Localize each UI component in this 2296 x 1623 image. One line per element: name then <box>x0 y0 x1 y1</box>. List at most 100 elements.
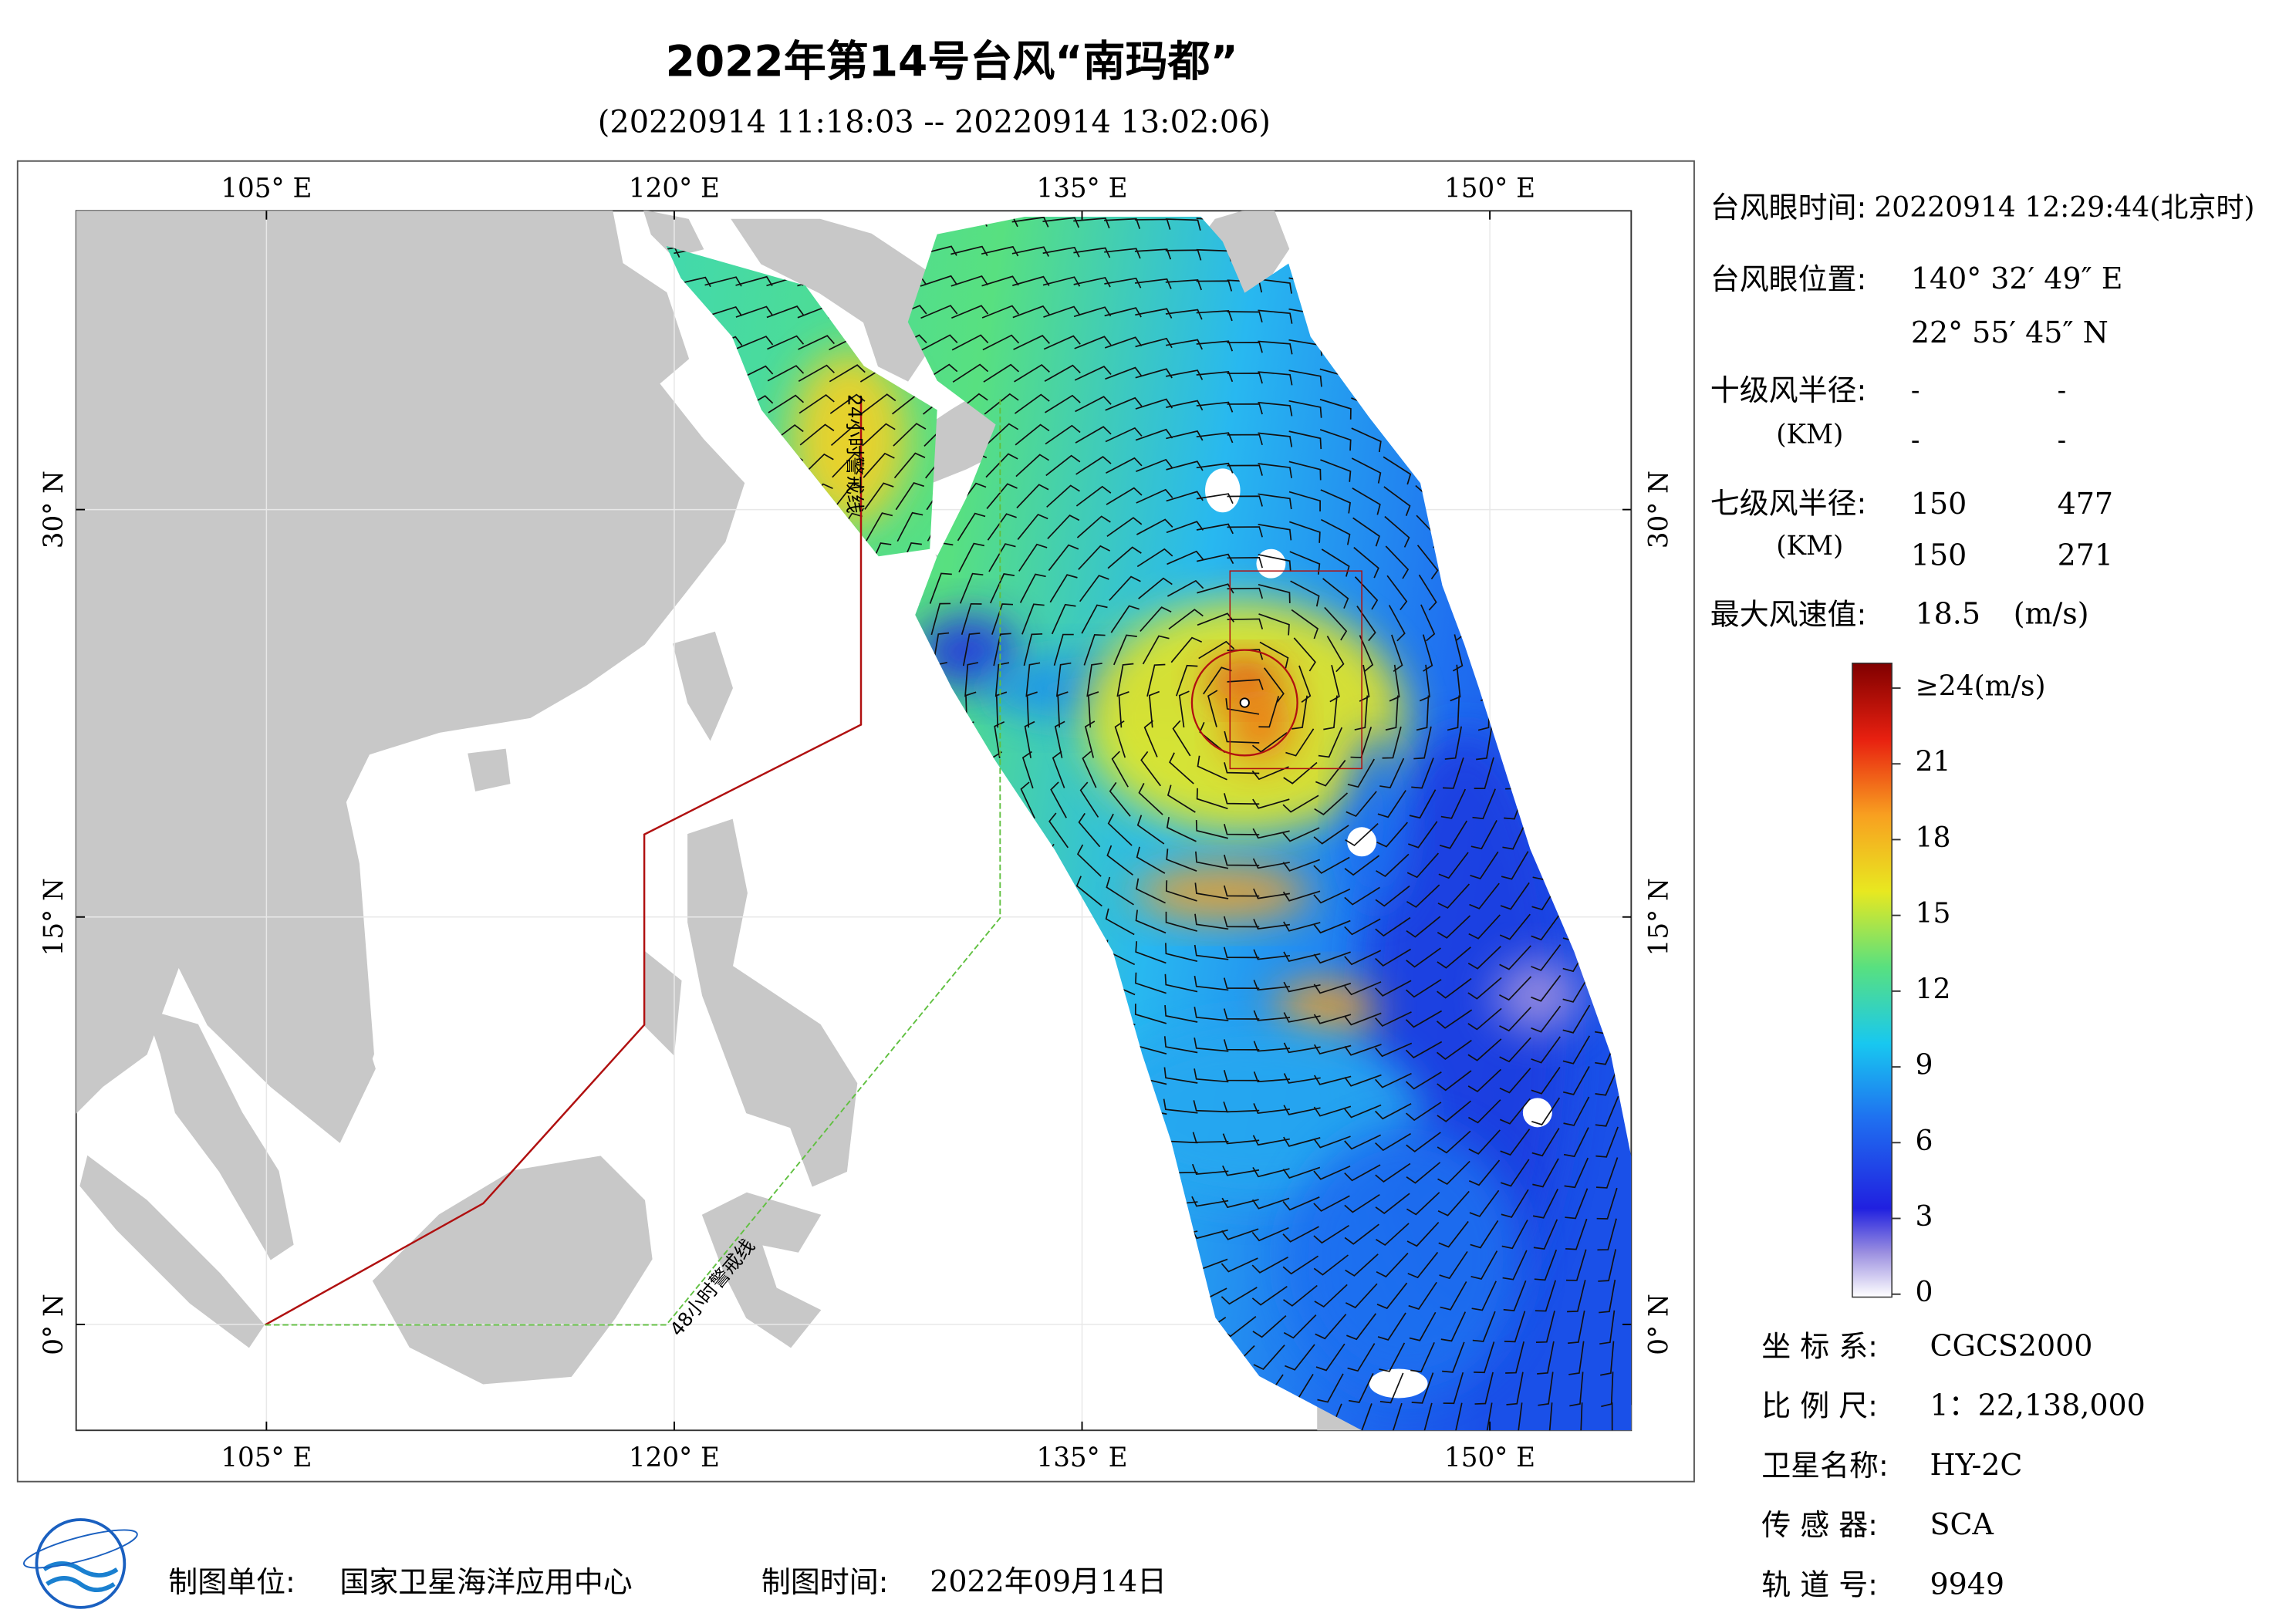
y-tick-label: 30° N <box>39 471 69 548</box>
wind-barb <box>1079 781 1099 818</box>
wind-barb <box>1282 859 1320 872</box>
wind-barb <box>1313 888 1351 904</box>
wind-barb <box>1503 1280 1527 1311</box>
wind-barb <box>959 572 984 604</box>
wind-barb <box>1377 790 1406 818</box>
info-r: - <box>2058 425 2067 456</box>
wind-barb <box>929 572 952 604</box>
wind-barb <box>767 335 805 350</box>
info-r-unit: (KM) <box>1776 531 1843 562</box>
wind-barb <box>1470 1220 1499 1249</box>
wind-barb <box>1107 546 1142 569</box>
wind-barb <box>1570 1402 1583 1431</box>
wind-barb <box>1223 1039 1260 1051</box>
wind-barb <box>1499 976 1532 1001</box>
wind-barb <box>1135 909 1167 934</box>
wind-barb <box>1196 523 1234 535</box>
wind-barb <box>1375 1162 1411 1183</box>
wind-barb <box>1283 1012 1321 1023</box>
colorbar-tick-label: 6 <box>1916 1125 1933 1157</box>
footer-maker-label: 制图单位: <box>168 1565 295 1599</box>
x-tick-label: 105° E <box>221 1442 312 1473</box>
wind-barb <box>1563 1096 1590 1126</box>
wind-barb <box>1163 1098 1198 1114</box>
wind-barb <box>988 543 1016 572</box>
wind-barb <box>1568 1310 1585 1345</box>
meta-label: 坐 标 系: <box>1761 1329 1878 1363</box>
info-max-wind-unit: (m/s) <box>2014 597 2089 631</box>
wind-barb <box>920 305 958 319</box>
wind-barb <box>1014 393 1050 414</box>
wind-barb <box>1467 1068 1502 1093</box>
wind-barb <box>1258 340 1293 355</box>
wind-barb <box>1052 751 1065 788</box>
wind-barb <box>863 452 895 478</box>
wind-barb <box>1079 575 1109 602</box>
wind-barb <box>1258 309 1293 324</box>
wind-barb <box>1196 280 1233 292</box>
wind-barb <box>1313 1075 1352 1085</box>
wind-barb <box>1406 852 1440 879</box>
wind-barb <box>1113 634 1137 666</box>
wind-barb <box>989 573 1015 604</box>
wind-barb <box>1290 580 1320 607</box>
colorbar-tick-label: ≥24(m/s) <box>1916 670 2046 703</box>
wind-barb <box>1500 882 1530 910</box>
logo-waves <box>42 1561 119 1592</box>
colorbar <box>1852 662 1893 1298</box>
wind-barb <box>1283 1284 1318 1307</box>
wind-barb <box>1078 812 1101 848</box>
wind-barb <box>1532 1158 1559 1188</box>
wind-barb <box>984 393 1019 415</box>
wind-barb <box>1258 613 1290 636</box>
wind-barb <box>1203 666 1232 695</box>
wind-barb <box>1505 1341 1525 1374</box>
info-r: - <box>1911 376 1920 407</box>
wind-barb <box>893 423 927 447</box>
wind-barb <box>1223 977 1260 990</box>
wind-barb <box>1252 858 1290 869</box>
wind-barb <box>981 275 1019 287</box>
wind-barb <box>1252 1135 1290 1146</box>
wind-barb <box>1411 758 1434 789</box>
wind-speed-area <box>1134 866 1311 919</box>
wind-barb <box>1531 944 1562 971</box>
wind-barb <box>1196 401 1234 413</box>
wind-barb <box>1223 885 1260 897</box>
wind-barb <box>1535 1311 1555 1343</box>
wind-barb <box>950 275 988 287</box>
wind-barb <box>1285 728 1315 757</box>
wind-barb <box>1251 1256 1288 1274</box>
wind-barb <box>1391 634 1403 673</box>
wind-barb <box>1385 695 1399 731</box>
wind-barb <box>1116 663 1134 697</box>
wind-barb <box>1467 977 1502 1000</box>
wind-barb <box>1376 853 1410 877</box>
wind-barb <box>1057 691 1069 728</box>
wind-barb <box>1078 545 1111 570</box>
wind-barb <box>1252 798 1290 809</box>
wind-barb <box>1073 217 1110 229</box>
wind-barb <box>1227 679 1264 690</box>
wind-barb <box>1406 1162 1441 1184</box>
wind-barb <box>1406 979 1442 998</box>
wind-barb <box>1225 698 1260 715</box>
wind-barb <box>1344 1164 1381 1182</box>
wind-barb <box>1196 432 1234 444</box>
wind-barb <box>1375 885 1410 907</box>
land-mass <box>145 1009 294 1260</box>
wind-barb <box>1197 583 1234 594</box>
wind-barb <box>1531 1005 1562 1033</box>
wind-barb <box>1442 1341 1465 1373</box>
wind-barb <box>1258 432 1293 447</box>
wind-barb <box>1106 845 1134 876</box>
wind-barb <box>1042 246 1080 258</box>
wind-barb <box>1134 278 1172 289</box>
wind-barb <box>1438 1220 1469 1248</box>
wind-barb <box>1050 781 1067 818</box>
wind-barb <box>1314 792 1349 815</box>
wind-barb <box>1562 1035 1591 1065</box>
wind-barb <box>1562 973 1591 1003</box>
